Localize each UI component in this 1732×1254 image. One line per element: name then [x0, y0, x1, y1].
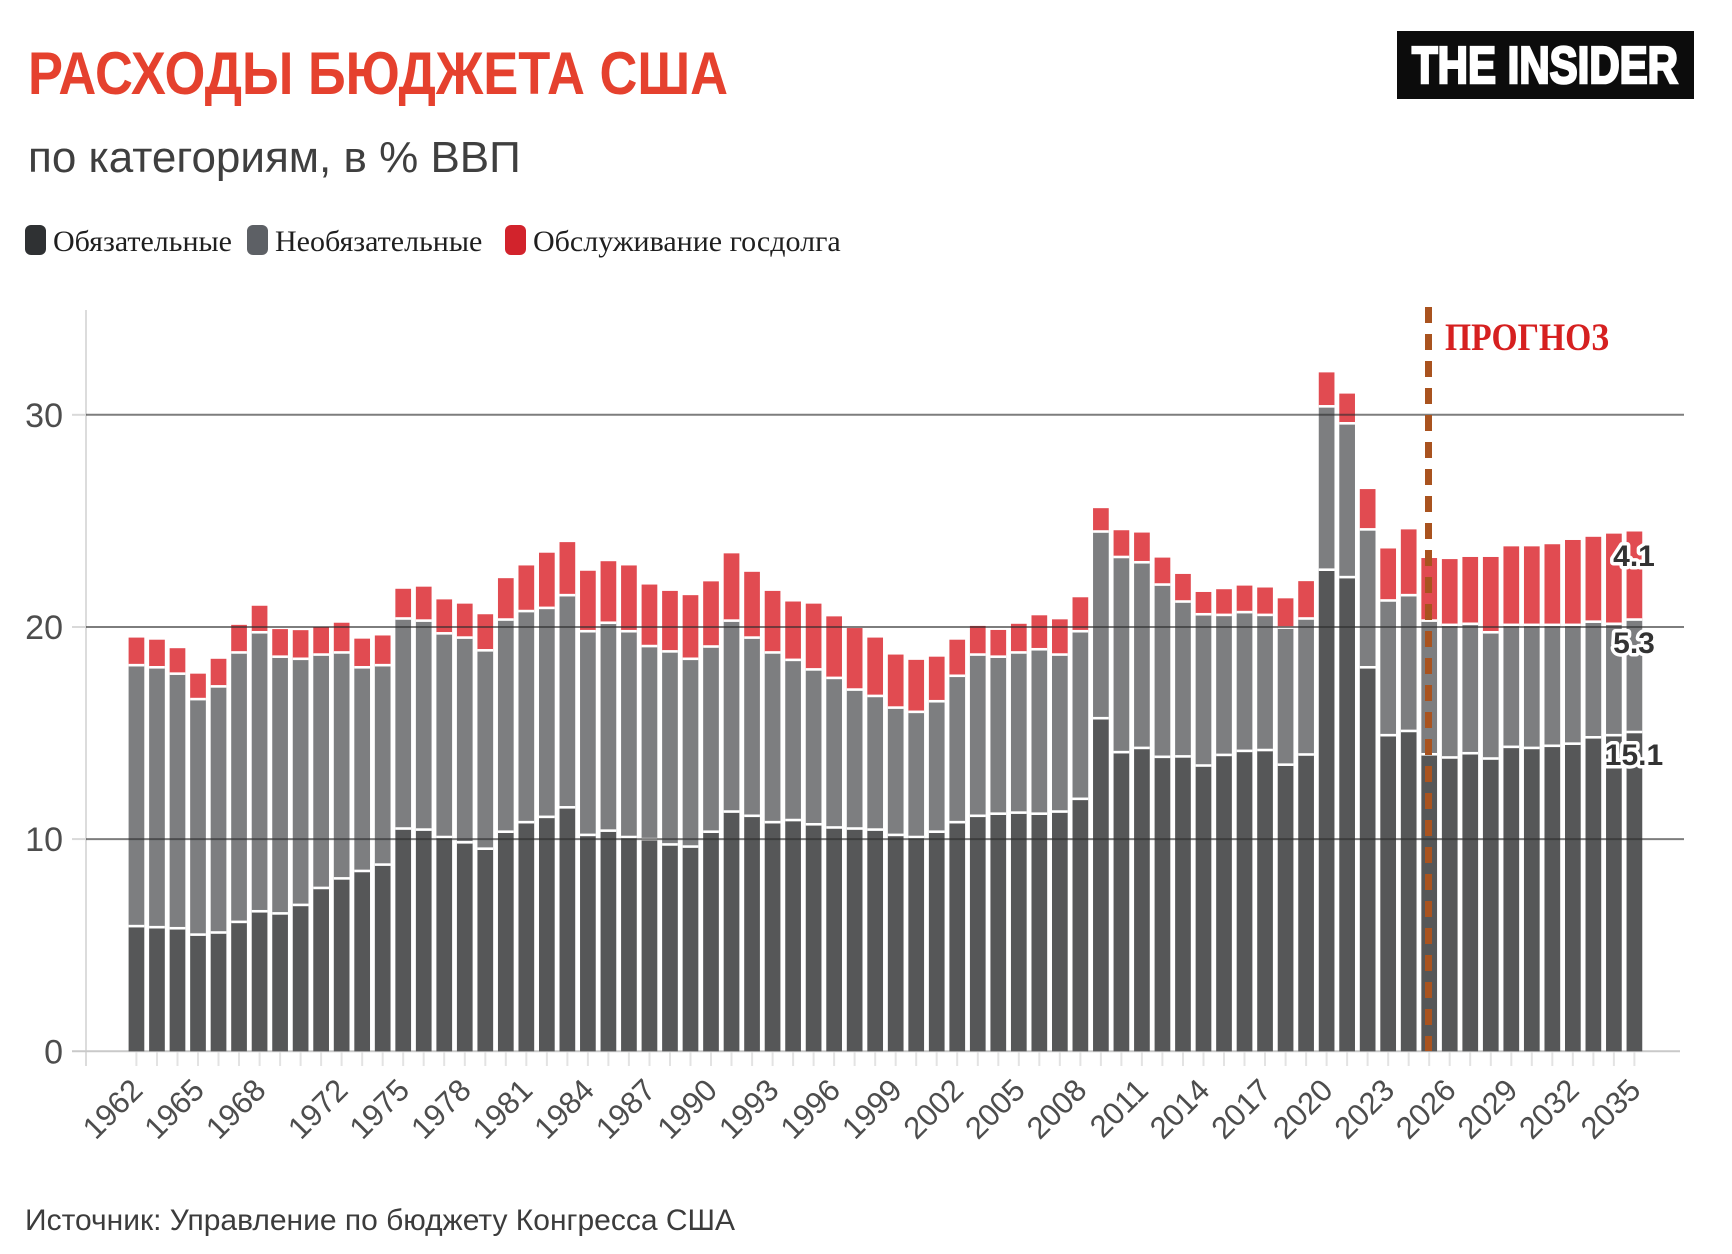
svg-text:5.3: 5.3: [1613, 627, 1655, 660]
svg-text:15.1: 15.1: [1605, 739, 1663, 772]
svg-text:4.1: 4.1: [1613, 540, 1655, 573]
svg-text:РАСХОДЫ БЮДЖЕТА США: РАСХОДЫ БЮДЖЕТА США: [28, 40, 728, 107]
svg-text:10: 10: [25, 821, 63, 859]
svg-text:по категориям, в % ВВП: по категориям, в % ВВП: [28, 133, 521, 182]
svg-text:ПРОГНОЗ: ПРОГНОЗ: [1445, 316, 1609, 359]
svg-text:THE INSIDER: THE INSIDER: [1412, 37, 1678, 95]
svg-text:20: 20: [25, 609, 63, 647]
svg-text:Необязательные: Необязательные: [275, 225, 482, 258]
svg-text:Источник: Управление по бюджет: Источник: Управление по бюджету Конгресс…: [25, 1204, 735, 1237]
svg-text:30: 30: [25, 397, 63, 435]
svg-text:Обязательные: Обязательные: [53, 225, 232, 258]
svg-text:0: 0: [44, 1033, 63, 1071]
svg-text:Обслуживание госдолга: Обслуживание госдолга: [533, 225, 841, 258]
